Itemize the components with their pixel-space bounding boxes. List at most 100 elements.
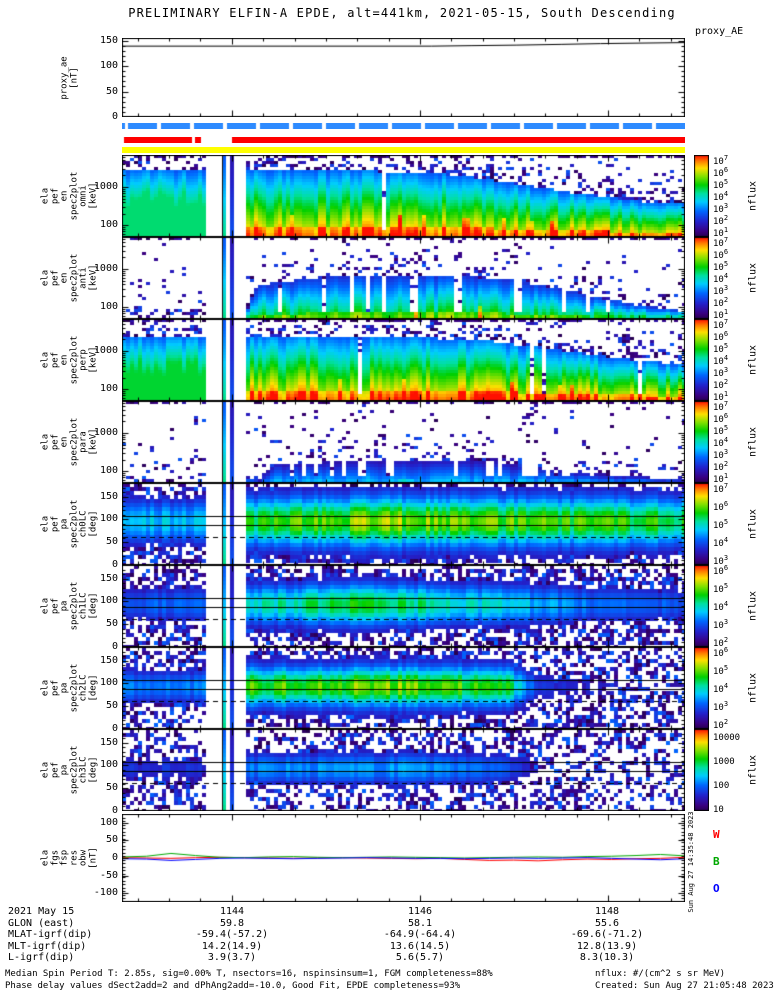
colorbar-tick-perp-6: 101: [713, 390, 729, 403]
colorbar-para: [694, 401, 709, 483]
colorbar-ch3LC: [694, 729, 709, 811]
colorbar-ch1LC: [694, 565, 709, 647]
info-row-4-value-0: 3.9(3.7): [207, 952, 257, 963]
panel-canvas-para: [122, 401, 685, 483]
colorbar-tick-anti-1: 106: [713, 248, 729, 261]
colorbar-tick-perp-3: 104: [713, 354, 729, 367]
ytick-ch0LC-150: 150: [99, 490, 118, 502]
ylabel-para: ela pef en spec2plot para [keV]: [40, 417, 99, 467]
nflux-label-perp: nflux: [747, 344, 759, 376]
panel-canvas-anti: [122, 237, 685, 319]
legend-item-O: O: [713, 882, 720, 895]
colorbar-tick-anti-3: 104: [713, 272, 729, 285]
colorbar-tick-omni-1: 106: [713, 166, 729, 179]
colorbar-tick-ch2LC-0: 106: [713, 646, 729, 659]
colorbar-tick-anti-4: 103: [713, 284, 729, 297]
ytick-ch0LC-0: 0: [111, 559, 118, 570]
availability-strip-yellow: [122, 147, 685, 153]
info-row-label-2: MLAT-igrf(dip): [8, 929, 93, 940]
colorbar-tick-ch3LC-2: 100: [713, 781, 730, 791]
colorbar-tick-para-6: 101: [713, 472, 729, 485]
nflux-label-para: nflux: [747, 426, 759, 458]
colorbar-tick-omni-2: 105: [713, 178, 729, 191]
ytick-proxy_ae-150: 150: [99, 34, 118, 46]
proxy-ae-label: proxy_AE: [695, 26, 744, 37]
legend-item-B: B: [713, 855, 720, 868]
created-timestamp: Created: Sun Aug 27 21:05:48 2023: [595, 981, 774, 991]
ytick-obw--100: -100: [93, 887, 118, 899]
info-row-label-1: GLON (east): [8, 917, 75, 929]
footer-line-1: Median Spin Period T: 2.85s, sig=0.00% T…: [5, 969, 493, 979]
colorbar-tick-para-2: 105: [713, 424, 729, 437]
colorbar-tick-ch2LC-2: 104: [713, 682, 729, 695]
colorbar-tick-perp-0: 107: [713, 318, 729, 331]
colorbar-tick-ch3LC-1: 1000: [713, 757, 735, 767]
colorbar-tick-anti-6: 101: [713, 308, 729, 321]
ytick-ch2LC-150: 150: [99, 654, 118, 666]
colorbar-omni: [694, 155, 709, 237]
colorbar-tick-ch0LC-0: 107: [713, 482, 729, 495]
footer-line-2: Phase delay values dSect2add=2 and dPhAn…: [5, 981, 461, 991]
ytick-ch3LC-150: 150: [99, 736, 118, 748]
ytick-obw-100: 100: [99, 816, 118, 828]
ytick-perp-100: 100: [99, 383, 118, 395]
colorbar-tick-ch2LC-1: 105: [713, 664, 729, 677]
info-row-1-value-0: 59.8: [219, 917, 245, 929]
ytick-ch2LC-100: 100: [99, 677, 118, 689]
colorbar-tick-para-4: 103: [713, 448, 729, 461]
ytick-para-100: 100: [99, 465, 118, 477]
colorbar-tick-anti-2: 105: [713, 260, 729, 273]
colorbar-tick-para-3: 104: [713, 436, 729, 449]
colorbar-tick-perp-4: 103: [713, 366, 729, 379]
ylabel-perp: ela pef en spec2plot perp [keV]: [40, 335, 99, 385]
colorbar-tick-ch0LC-3: 104: [713, 536, 729, 549]
colorbar-tick-ch0LC-4: 103: [713, 554, 729, 567]
ytick-ch3LC-0: 0: [111, 805, 118, 816]
colorbar-ch2LC: [694, 647, 709, 729]
panel-canvas-ch3LC: [122, 729, 685, 811]
info-row-2-value-0: -59.4(-57.2): [195, 929, 269, 940]
ytick-ch2LC-50: 50: [105, 700, 118, 712]
ytick-ch1LC-0: 0: [111, 641, 118, 652]
nflux-label-ch0LC: nflux: [747, 508, 759, 540]
info-row-4-value-2: 8.3(10.3): [579, 952, 635, 963]
colorbar-tick-omni-4: 103: [713, 202, 729, 215]
ytick-ch0LC-100: 100: [99, 513, 118, 525]
colorbar-ch0LC: [694, 483, 709, 565]
info-row-0-value-1: 1146: [407, 906, 433, 917]
ytick-obw-0: 0: [111, 852, 118, 863]
colorbar-tick-para-5: 102: [713, 460, 729, 473]
panel-canvas-perp: [122, 319, 685, 401]
info-row-0-value-2: 1148: [594, 906, 620, 917]
colorbar-tick-ch1LC-4: 102: [713, 636, 729, 649]
colorbar-tick-ch3LC-0: 10000: [713, 733, 741, 743]
colorbar-tick-ch1LC-0: 106: [713, 564, 729, 577]
ytick-obw--50: -50: [99, 869, 118, 881]
colorbar-tick-para-0: 107: [713, 400, 729, 413]
legend-item-W: W: [713, 828, 720, 841]
ytick-proxy_ae-0: 0: [111, 111, 118, 122]
nflux-label-anti: nflux: [747, 262, 759, 294]
ytick-anti-100: 100: [99, 301, 118, 313]
panel-canvas-ch2LC: [122, 647, 685, 729]
availability-strip-blue-dashed: [122, 123, 685, 129]
colorbar-anti: [694, 237, 709, 319]
nflux-unit-note: nflux: #/(cm^2 s sr MeV): [595, 969, 726, 979]
colorbar-tick-ch2LC-3: 103: [713, 700, 729, 713]
info-row-3-value-0: 14.2(14.9): [201, 940, 263, 952]
panel-canvas-ch0LC: [122, 483, 685, 565]
colorbar-tick-ch1LC-3: 103: [713, 618, 729, 631]
info-row-2-value-1: -64.9(-64.4): [383, 929, 457, 940]
info-row-3-value-1: 13.6(14.5): [389, 940, 451, 952]
panel-canvas-obw: [122, 814, 685, 902]
availability-strip-red: [122, 137, 685, 143]
colorbar-tick-perp-5: 102: [713, 378, 729, 391]
info-row-label-0: 2021 May 15: [8, 906, 75, 917]
side-timestamp: Sun Aug 27 14:35:48 2023: [687, 811, 695, 913]
ytick-ch1LC-100: 100: [99, 595, 118, 607]
plot-title: PRELIMINARY ELFIN-A EPDE, alt=441km, 202…: [128, 6, 676, 20]
nflux-label-ch2LC: nflux: [747, 672, 759, 704]
nflux-label-ch1LC: nflux: [747, 590, 759, 622]
ytick-omni-100: 100: [99, 219, 118, 231]
